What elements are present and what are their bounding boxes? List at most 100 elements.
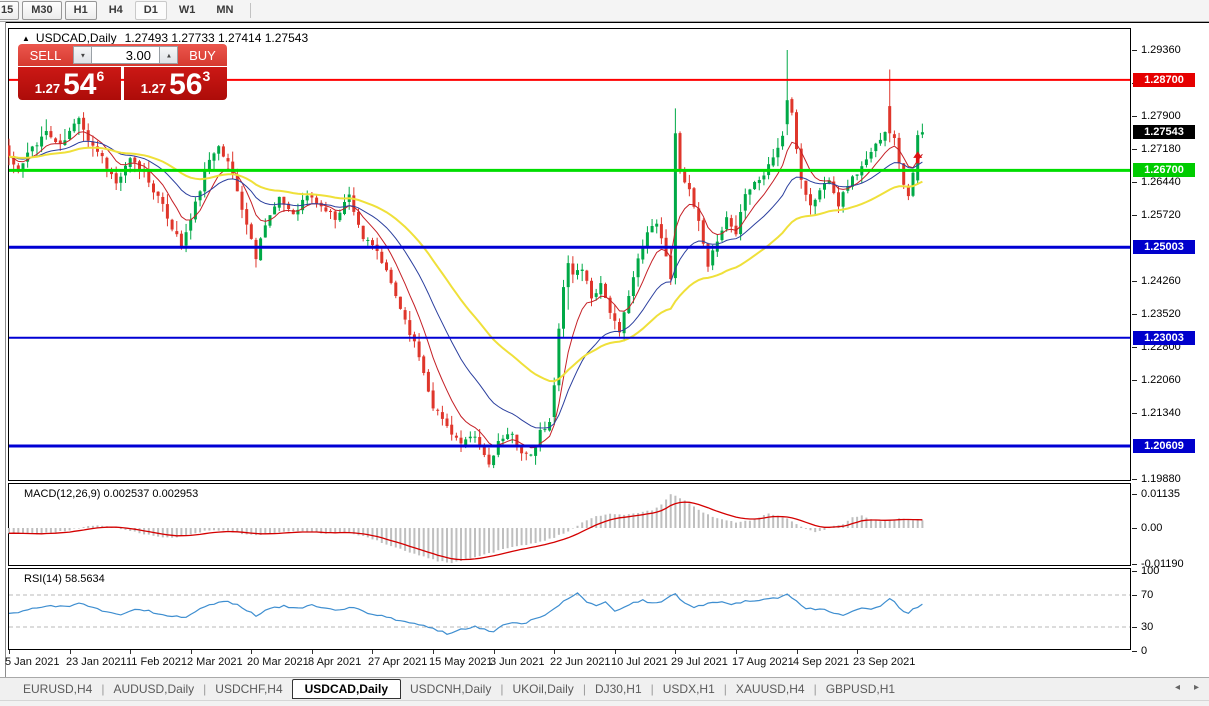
- date-label: 8 Apr 2021: [308, 656, 362, 668]
- trade-prices-row: 1.27 54 6 1.27 56 3: [18, 67, 227, 100]
- date-tick-mark: [372, 650, 373, 654]
- tab-scroll-arrows: ◂ ▸: [1175, 682, 1199, 693]
- tab-audusd-daily[interactable]: AUDUSD,Daily: [113, 682, 195, 696]
- date-label: 2 Mar 2021: [187, 656, 243, 668]
- buy-button[interactable]: BUY: [189, 47, 216, 63]
- price-tick-label: 1.19880: [1141, 473, 1181, 485]
- timeframe-w1[interactable]: W1: [178, 4, 196, 16]
- rsi-pane[interactable]: [8, 568, 1131, 650]
- price-tick-mark: [1132, 281, 1137, 282]
- status-bar: [0, 700, 1209, 706]
- chart-window-left-border: [5, 22, 6, 677]
- date-tick-mark: [191, 650, 192, 654]
- date-label: 4 Sep 2021: [793, 656, 850, 668]
- timeframe-15-partial[interactable]: 15: [0, 1, 20, 20]
- tab-separator: |: [650, 682, 654, 696]
- rsi-tick-label: 0: [1141, 645, 1148, 657]
- price-tick-label: 1.25720: [1141, 209, 1181, 221]
- chart-window-top-border: [5, 22, 1209, 23]
- date-tick-mark: [9, 650, 10, 654]
- date-tick-mark: [736, 650, 737, 654]
- rsi-tick-mark: [1132, 651, 1137, 652]
- spin-up-icon: ▲: [165, 51, 172, 59]
- timeframe-d1[interactable]: D1: [134, 1, 167, 20]
- level-price-badge: 1.26700: [1133, 163, 1195, 177]
- price-tick-label: 1.21340: [1141, 407, 1181, 419]
- tab-separator: |: [582, 682, 586, 696]
- chart-ohlc-values: 1.27493 1.27733 1.27414 1.27543: [124, 31, 309, 45]
- tab-separator: |: [723, 682, 727, 696]
- timeframe-m30[interactable]: M30: [22, 1, 62, 20]
- tab-usdchf-h4[interactable]: USDCHF,H4: [215, 682, 283, 696]
- price-tick-mark: [1132, 347, 1137, 348]
- volume-spin-down-button[interactable]: ▼: [73, 46, 92, 64]
- macd-label: MACD(12,26,9) 0.002537 0.002953: [24, 488, 199, 500]
- price-tick-label: 1.22060: [1141, 374, 1181, 386]
- macd-tick-mark: [1132, 564, 1137, 565]
- tab-gbpusd-h1[interactable]: GBPUSD,H1: [825, 682, 896, 696]
- tab-xauusd-h4[interactable]: XAUUSD,H4: [735, 682, 805, 696]
- sell-price-display[interactable]: 1.27 54 6: [18, 67, 121, 100]
- tab-scroll-right-icon[interactable]: ▸: [1193, 682, 1199, 693]
- current-price-badge: 1.27543: [1133, 125, 1195, 139]
- date-label: 23 Sep 2021: [853, 656, 916, 668]
- date-label: 5 Jan 2021: [5, 656, 60, 668]
- price-tick-mark: [1132, 149, 1137, 150]
- tab-ukoil-daily[interactable]: UKOil,Daily: [512, 682, 574, 696]
- price-tick-mark: [1132, 314, 1137, 315]
- date-tick-mark: [494, 650, 495, 654]
- macd-tick-mark: [1132, 494, 1137, 495]
- rsi-tick-label: 70: [1141, 589, 1154, 601]
- date-label: 23 Jan 2021: [66, 656, 127, 668]
- price-tick-mark: [1132, 182, 1137, 183]
- date-tick-mark: [70, 650, 71, 654]
- tab-eurusd-h4[interactable]: EURUSD,H4: [23, 682, 93, 696]
- rsi-tick-mark: [1132, 595, 1137, 596]
- tab-dj30-h1[interactable]: DJ30,H1: [594, 682, 642, 696]
- rsi-tick-label: 100: [1141, 565, 1160, 577]
- date-label: 3 Jun 2021: [490, 656, 545, 668]
- date-label: 10 Jul 2021: [611, 656, 668, 668]
- date-label: 29 Jul 2021: [671, 656, 728, 668]
- date-label: 17 Aug 2021: [732, 656, 794, 668]
- spin-down-icon: ▼: [79, 51, 86, 59]
- tab-usdcad-daily[interactable]: USDCAD,Daily: [291, 678, 401, 699]
- price-tick-label: 1.27900: [1141, 110, 1181, 122]
- timeframe-mn[interactable]: MN: [216, 4, 234, 16]
- tab-usdx-h1[interactable]: USDX,H1: [662, 682, 715, 696]
- chart-tab-bar: EURUSD,H4 | AUDUSD,Daily | USDCHF,H4 USDCAD,D…: [0, 677, 1209, 700]
- volume-spin-up-button[interactable]: ▲: [159, 46, 178, 64]
- date-label: 20 Mar 2021: [247, 656, 309, 668]
- date-tick-mark: [312, 650, 313, 654]
- chart-symbol-period: USDCAD,Daily: [35, 31, 117, 45]
- tab-scroll-left-icon[interactable]: ◂: [1174, 682, 1180, 693]
- volume-input[interactable]: 3.00: [92, 46, 159, 64]
- macd-tick-label: 0.00: [1141, 522, 1163, 534]
- rsi-label: RSI(14) 58.5634: [24, 573, 105, 585]
- tab-separator: |: [101, 682, 105, 696]
- sell-button[interactable]: SELL: [29, 47, 62, 63]
- price-tick-mark: [1132, 380, 1137, 381]
- collapse-marker-icon: ▲: [22, 34, 30, 43]
- rsi-tick-mark: [1132, 571, 1137, 572]
- price-tick-label: 1.23520: [1141, 308, 1181, 320]
- buy-price-display[interactable]: 1.27 56 3: [124, 67, 227, 100]
- buy-price-prefix: 1.27: [140, 81, 167, 96]
- one-click-trading-panel: SELL ▼ 3.00 ▲ BUY 1.27 54 6 1.27 56 3: [18, 44, 227, 100]
- trade-buttons-row: SELL ▼ 3.00 ▲ BUY: [18, 44, 227, 66]
- price-tick-label: 1.29360: [1141, 44, 1181, 56]
- tab-usdcnh-daily[interactable]: USDCNH,Daily: [410, 682, 492, 696]
- date-label: 27 Apr 2021: [368, 656, 428, 668]
- date-tick-mark: [251, 650, 252, 654]
- date-label: 11 Feb 2021: [126, 656, 187, 668]
- price-tick-label: 1.26440: [1141, 176, 1181, 188]
- buy-price-big-digits: 56: [169, 68, 203, 101]
- timeframe-h1[interactable]: H1: [64, 1, 97, 20]
- timeframe-toolbar: 15 M30 H1 H4 D1 W1 MN: [0, 0, 1209, 22]
- rsi-tick-mark: [1132, 627, 1137, 628]
- date-tick-mark: [857, 650, 858, 654]
- timeframe-h4[interactable]: H4: [108, 4, 123, 16]
- sell-price-prefix: 1.27: [34, 81, 61, 96]
- date-tick-mark: [433, 650, 434, 654]
- date-tick-mark: [797, 650, 798, 654]
